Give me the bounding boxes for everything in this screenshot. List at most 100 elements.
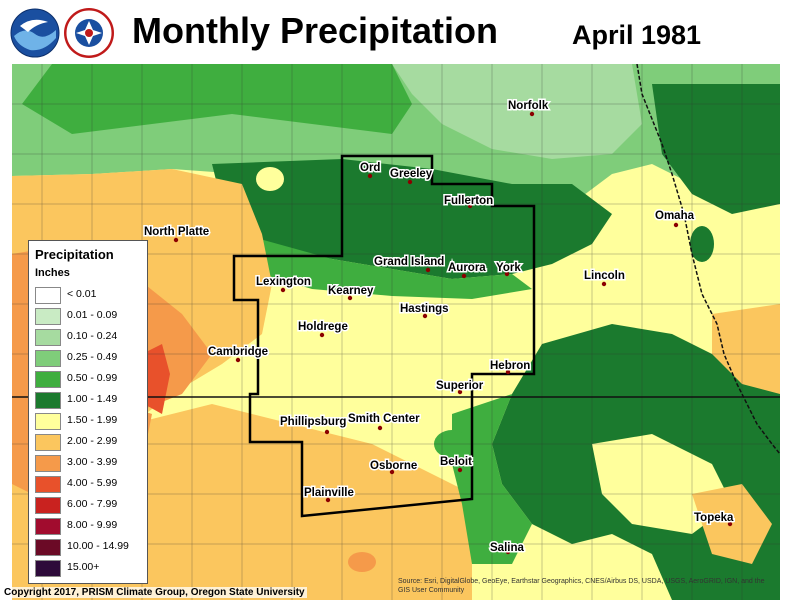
- svg-text:Osborne: Osborne: [370, 460, 417, 472]
- svg-text:Topeka: Topeka: [694, 512, 734, 524]
- city-ord: Ord: [359, 161, 382, 179]
- legend-label: < 0.01: [67, 288, 97, 300]
- city-aurora: Aurora: [447, 261, 488, 279]
- city-greeley: Greeley: [389, 167, 434, 185]
- legend-swatch: [35, 308, 61, 325]
- legend-item: 4.00 - 5.99: [35, 476, 145, 493]
- legend-label: 1.00 - 1.49: [67, 393, 118, 405]
- city-cambridge: Cambridge: [207, 345, 270, 363]
- green-blob: [690, 226, 714, 262]
- city-superior: Superior: [435, 379, 485, 395]
- city-lincoln: Lincoln: [583, 269, 626, 287]
- legend-item: 3.00 - 3.99: [35, 455, 145, 472]
- city-plainville: Plainville: [303, 486, 355, 503]
- legend-item: 0.01 - 0.09: [35, 308, 145, 325]
- legend-swatch: [35, 476, 61, 493]
- city-lexington: Lexington: [255, 275, 312, 293]
- legend-item: 0.50 - 0.99: [35, 371, 145, 388]
- svg-text:Beloit: Beloit: [440, 456, 472, 468]
- svg-text:Salina: Salina: [490, 542, 524, 554]
- map-date: April 1981: [572, 20, 702, 50]
- svg-text:Holdrege: Holdrege: [298, 321, 348, 333]
- city-grand-island: Grand Island: [373, 255, 446, 273]
- legend-swatch: [35, 518, 61, 535]
- legend-swatch: [35, 350, 61, 367]
- green-blob: [256, 167, 284, 191]
- svg-text:Greeley: Greeley: [390, 168, 433, 180]
- map-title: Monthly Precipitation: [132, 10, 499, 51]
- legend-swatch: [35, 455, 61, 472]
- legend-label: 6.00 - 7.99: [67, 498, 118, 510]
- city-omaha: Omaha: [654, 209, 696, 228]
- legend-item: 2.00 - 2.99: [35, 434, 145, 451]
- legend-label: 4.00 - 5.99: [67, 477, 118, 489]
- svg-text:Lincoln: Lincoln: [584, 270, 625, 282]
- ne-darkgreen-zone: [652, 84, 780, 214]
- legend-label: 2.00 - 2.99: [67, 435, 118, 447]
- city-osborne: Osborne: [369, 459, 419, 475]
- legend-swatch: [35, 560, 61, 577]
- legend-label: 3.00 - 3.99: [67, 456, 118, 468]
- header: Monthly Precipitation April 1981: [0, 0, 792, 64]
- legend-swatch: [35, 539, 61, 556]
- city-norfolk: Norfolk: [507, 99, 550, 117]
- svg-text:Hebron: Hebron: [490, 360, 530, 372]
- copyright-text: Copyright 2017, PRISM Climate Group, Ore…: [2, 587, 307, 598]
- legend-swatch: [35, 371, 61, 388]
- legend-label: 0.01 - 0.09: [67, 309, 118, 321]
- svg-text:Phillipsburg: Phillipsburg: [280, 416, 346, 428]
- nws-logo-icon: [64, 8, 114, 58]
- city-phillipsburg: Phillipsburg: [279, 415, 348, 435]
- legend-item: 0.25 - 0.49: [35, 350, 145, 367]
- city-salina: Salina: [489, 541, 526, 556]
- east-orange-zone: [712, 304, 780, 394]
- svg-text:Hastings: Hastings: [400, 303, 449, 315]
- legend-item: 8.00 - 9.99: [35, 518, 145, 535]
- forecast-area-outline: [232, 154, 536, 518]
- legend-swatch: [35, 497, 61, 514]
- legend-unit: Inches: [35, 267, 70, 279]
- city-north-platte: North Platte: [143, 225, 211, 243]
- city-hastings: Hastings: [399, 302, 450, 319]
- legend-label: 8.00 - 9.99: [67, 519, 118, 531]
- legend-item: 1.50 - 1.99: [35, 413, 145, 430]
- legend-title: Precipitation: [35, 247, 114, 262]
- map-credits: Source: Esri, DigitalGlobe, GeoEye, Eart…: [398, 578, 765, 594]
- city-smith-center: Smith Center: [347, 412, 422, 431]
- legend-item: < 0.01: [35, 287, 145, 304]
- legend: Precipitation Inches < 0.01 0.01 - 0.09 0.…: [28, 240, 148, 584]
- legend-label: 0.50 - 0.99: [67, 372, 118, 384]
- city-fullerton: Fullerton: [443, 194, 495, 209]
- svg-text:Omaha: Omaha: [655, 210, 695, 222]
- legend-swatch: [35, 434, 61, 451]
- legend-item: 1.00 - 1.49: [35, 392, 145, 409]
- svg-text:Grand Island: Grand Island: [374, 256, 444, 268]
- svg-text:North Platte: North Platte: [144, 226, 209, 238]
- legend-swatch: [35, 413, 61, 430]
- svg-text:Kearney: Kearney: [328, 285, 374, 297]
- svg-text:Norfolk: Norfolk: [508, 100, 549, 112]
- svg-text:York: York: [496, 262, 521, 274]
- city-beloit: Beloit: [439, 455, 474, 473]
- legend-label: 0.10 - 0.24: [67, 330, 118, 342]
- legend-label: 0.25 - 0.49: [67, 351, 118, 363]
- legend-swatch: [35, 392, 61, 409]
- legend-swatch: [35, 329, 61, 346]
- svg-text:Fullerton: Fullerton: [444, 195, 493, 207]
- city-topeka: Topeka: [693, 511, 736, 527]
- svg-text:Aurora: Aurora: [448, 262, 486, 274]
- city-kearney: Kearney: [327, 284, 375, 301]
- city-hebron: Hebron: [489, 359, 532, 375]
- legend-item: 6.00 - 7.99: [35, 497, 145, 514]
- city-holdrege: Holdrege: [297, 320, 349, 338]
- svg-text:Lexington: Lexington: [256, 276, 311, 288]
- svg-text:Smith Center: Smith Center: [348, 413, 420, 425]
- north-lightgreen-zone: [392, 64, 642, 159]
- central-green-zone: [242, 234, 532, 299]
- noaa-logo-icon: [10, 8, 60, 58]
- green-blob: [348, 552, 376, 572]
- missouri-river: [636, 64, 780, 455]
- legend-label: 10.00 - 14.99: [67, 540, 129, 552]
- legend-label: 15.00+: [67, 561, 100, 573]
- svg-text:Cambridge: Cambridge: [208, 346, 268, 358]
